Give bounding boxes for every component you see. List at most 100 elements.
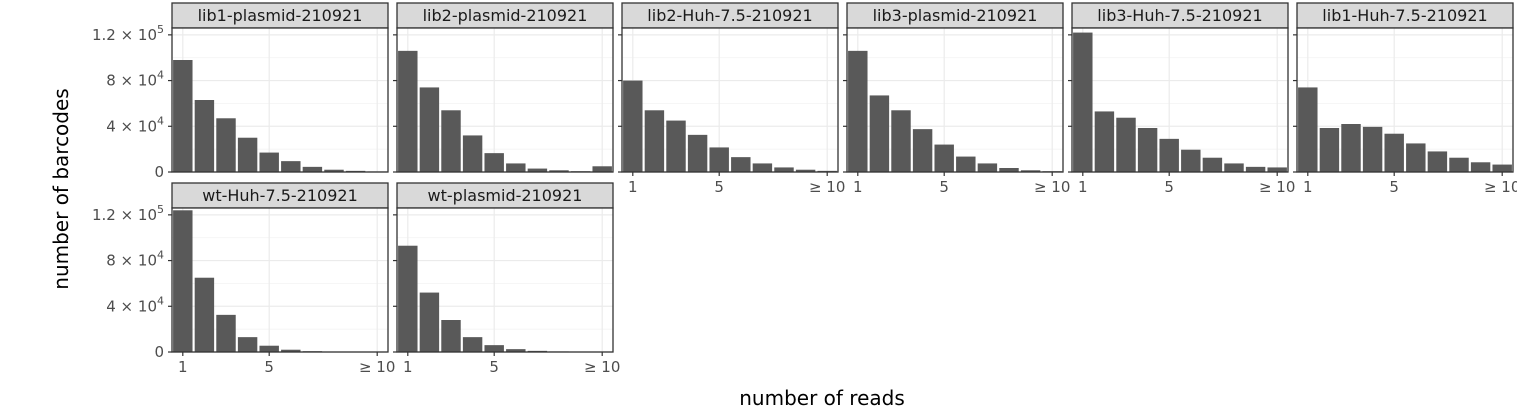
panel-border: [621, 27, 839, 173]
bar: [484, 345, 504, 352]
bar: [774, 167, 794, 172]
bar: [709, 147, 729, 172]
x-tick-label: ≥ 10: [809, 178, 845, 196]
bar: [1319, 128, 1340, 172]
bar: [1362, 126, 1383, 172]
y-axis-title: number of barcodes: [49, 88, 73, 289]
x-tick-label: ≥ 10: [1034, 178, 1070, 196]
panel-border: [396, 207, 614, 353]
bar: [1341, 124, 1361, 172]
x-tick-label: 1: [178, 358, 188, 376]
y-tick-label: 8 × 104: [106, 69, 164, 90]
panel-border: [1296, 27, 1514, 173]
x-tick-label: 1: [628, 178, 638, 196]
bar: [1245, 166, 1266, 172]
x-axis-title: number of reads: [739, 386, 905, 407]
facet-title: lib2-Huh-7.5-210921: [647, 6, 812, 25]
panel-border: [171, 27, 389, 173]
x-tick-label: 5: [264, 358, 274, 376]
facet-panel: wt-plasmid-210921 1 5 ≥ 10: [393, 182, 620, 376]
bar: [216, 118, 236, 172]
bar: [999, 168, 1019, 172]
panel-border: [1071, 27, 1289, 173]
facet-strip: [171, 2, 389, 29]
facet-strip: [396, 2, 614, 29]
y-tick-label: 0: [154, 163, 164, 181]
facet-panel: lib3-plasmid-210921 1 5 ≥ 10: [843, 2, 1070, 196]
facet-title: wt-Huh-7.5-210921: [202, 186, 358, 205]
bar: [173, 210, 193, 352]
x-tick-label: 1: [853, 178, 863, 196]
bar: [731, 157, 751, 172]
facet-strip: [171, 182, 389, 209]
x-tick-label: ≥ 10: [1259, 178, 1295, 196]
x-tick-label: 1: [403, 358, 413, 376]
bar: [956, 156, 976, 172]
x-tick-label: ≥ 10: [1484, 178, 1517, 196]
facet-title: wt-plasmid-210921: [428, 186, 583, 205]
bar: [1116, 117, 1136, 172]
bar: [281, 161, 301, 172]
bar: [848, 50, 868, 172]
y-tick-label: 4 × 104: [106, 294, 164, 315]
bar: [687, 134, 708, 172]
bar: [666, 120, 686, 172]
x-tick-label: 5: [939, 178, 949, 196]
bar: [527, 168, 548, 172]
bar: [752, 163, 773, 172]
bar: [216, 314, 236, 352]
facet-panel: lib3-Huh-7.5-210921 1 5 ≥ 10: [1068, 2, 1295, 196]
bar: [1406, 143, 1426, 172]
facet-strip: [1296, 2, 1514, 29]
x-tick-label: 1: [1078, 178, 1088, 196]
bar: [302, 166, 323, 172]
bar: [259, 152, 279, 172]
bar: [462, 337, 483, 352]
facet-panel: lib1-plasmid-210921 0 4 × 104 8 × 104 1.2 × …: [92, 2, 389, 181]
bar: [281, 349, 301, 352]
bar: [1298, 87, 1318, 172]
x-tick-label: 5: [1164, 178, 1174, 196]
bar: [934, 144, 954, 172]
bar: [795, 169, 816, 172]
bar: [1267, 167, 1287, 172]
bar: [977, 163, 998, 172]
bar: [1094, 111, 1115, 172]
bar: [1384, 133, 1404, 172]
x-tick-label: ≥ 10: [359, 358, 395, 376]
bar: [592, 166, 612, 172]
bar: [549, 170, 569, 172]
facet-strip: [621, 2, 839, 29]
y-tick-label: 8 × 104: [106, 249, 164, 270]
bar: [194, 277, 215, 352]
bar: [419, 87, 440, 172]
bar: [1449, 157, 1469, 172]
facet-title: lib1-Huh-7.5-210921: [1322, 6, 1487, 25]
x-tick-label: ≥ 10: [584, 358, 620, 376]
bar: [324, 169, 344, 172]
y-tick-label: 4 × 104: [106, 114, 164, 135]
bar: [644, 110, 665, 172]
facet-panel: lib2-Huh-7.5-210921 1 5 ≥ 10: [618, 2, 845, 196]
x-tick-label: 5: [489, 358, 499, 376]
bar: [462, 135, 483, 172]
panels: lib1-plasmid-210921 0 4 × 104 8 × 104 1.2 × …: [92, 2, 1517, 376]
bar: [912, 129, 933, 172]
bar: [441, 320, 461, 352]
bar: [1224, 163, 1244, 172]
facet-panel: lib1-Huh-7.5-210921 1 5 ≥ 10: [1293, 2, 1517, 196]
bar: [441, 110, 461, 172]
bar: [1073, 32, 1093, 173]
bar: [891, 110, 911, 172]
bar: [237, 337, 258, 352]
bar: [1159, 138, 1179, 172]
panel-border: [396, 27, 614, 173]
bar: [419, 292, 440, 352]
panel-border: [846, 27, 1064, 173]
bar: [1492, 164, 1512, 172]
bar: [1202, 157, 1223, 172]
bar: [1427, 151, 1448, 172]
panel-border: [171, 207, 389, 353]
bar: [506, 163, 526, 172]
